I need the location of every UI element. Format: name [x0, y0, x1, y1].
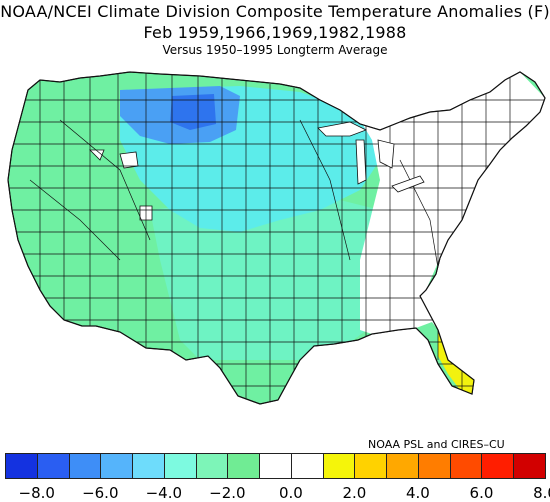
color-legend	[5, 453, 546, 479]
legend-swatch	[132, 453, 165, 479]
legend-swatch	[449, 453, 483, 479]
division-boundaries	[8, 72, 545, 404]
chart-subtitle: Versus 1950–1995 Longterm Average	[162, 43, 388, 57]
legend-tick-label: 4.0	[406, 484, 430, 502]
legend-swatch	[36, 453, 70, 479]
legend-tick-label: −2.0	[209, 484, 246, 502]
legend-swatch	[386, 453, 419, 479]
legend-swatch	[163, 453, 197, 479]
legend-swatch	[195, 453, 229, 479]
legend-swatch	[5, 453, 38, 479]
chart-title-block: NOAA/NCEI Climate Division Composite Tem…	[0, 0, 550, 58]
legend-tick-label: 8.0	[533, 484, 550, 502]
legend-swatch	[322, 453, 356, 479]
lake-michigan	[355, 139, 367, 185]
us-climate-division-map	[0, 60, 550, 420]
region-east-no-anomaly	[360, 72, 545, 334]
legend-swatch	[513, 453, 546, 479]
chart-title: NOAA/NCEI Climate Division Composite Tem…	[0, 2, 550, 21]
legend-swatch	[100, 453, 134, 479]
lake-huron	[377, 139, 395, 169]
legend-tick-label: 6.0	[469, 484, 494, 502]
lake-erie	[391, 175, 425, 193]
region-montana-core	[170, 94, 216, 130]
legend-swatch	[481, 453, 515, 479]
legend-tick-label: 2.0	[342, 484, 367, 502]
legend-swatch	[354, 453, 388, 479]
legend-swatch	[417, 453, 451, 479]
legend-tick-label: −8.0	[18, 484, 55, 502]
legend-swatch	[227, 453, 261, 479]
legend-swatch	[68, 453, 102, 479]
legend-tick-label: −6.0	[82, 484, 119, 502]
data-source-credit: NOAA PSL and CIRES–CU	[368, 438, 505, 451]
map-svg	[7, 71, 546, 405]
legend-swatch	[259, 453, 292, 479]
legend-tick-label: 0.0	[278, 484, 303, 502]
legend-tick-label: −4.0	[145, 484, 183, 502]
lake-superior	[317, 121, 367, 137]
chart-composite-years: Feb 1959,1966,1969,1982,1988	[143, 23, 407, 42]
legend-swatch	[290, 453, 324, 479]
